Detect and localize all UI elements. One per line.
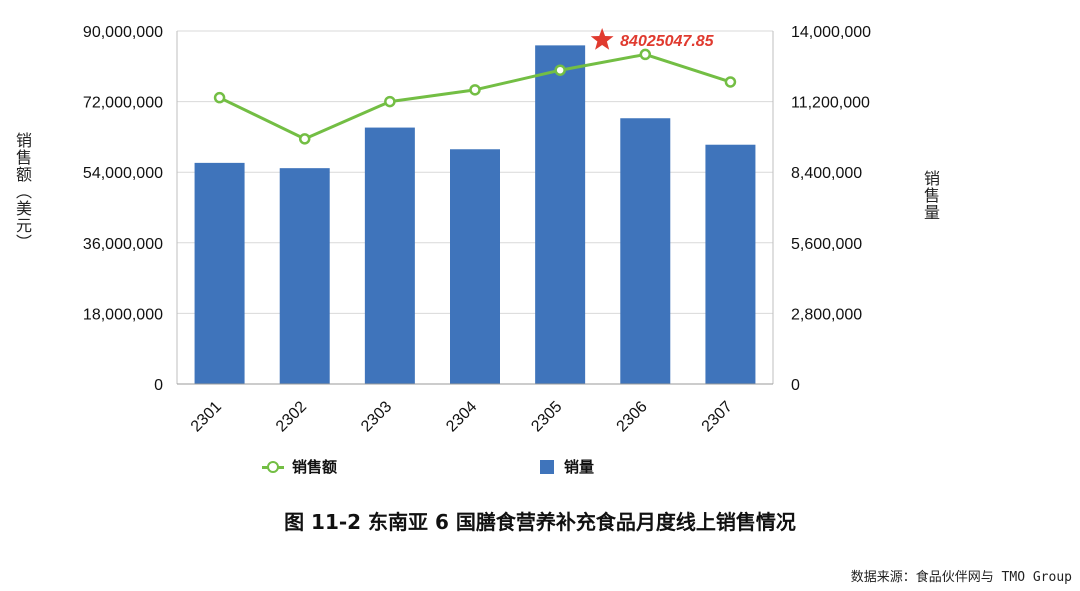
y-left-tick-label: 36,000,000 (83, 236, 163, 253)
x-tick-label: 2307 (699, 398, 736, 435)
y-right-tick-label: 0 (791, 377, 800, 394)
line-point (298, 133, 311, 145)
x-tick-label: 2305 (528, 398, 565, 435)
y-right-tick-label: 2,800,000 (791, 306, 862, 323)
x-tick-label: 2304 (443, 398, 480, 435)
line-point (469, 84, 481, 96)
max-annotation: 84025047.85 (590, 28, 715, 50)
line-point (384, 95, 396, 108)
legend-bar-icon (540, 459, 554, 474)
legend-item-bar: 销量 (540, 456, 594, 477)
bar (705, 144, 756, 384)
x-axis-ticks: 2301 2302 2303 2304 2305 2306 2307 (188, 398, 736, 435)
bar (450, 149, 500, 384)
left-axis-ticks: 0 18,000,000 36,000,000 54,000,000 72,000,00… (83, 24, 163, 394)
y-right-tick-label: 11,200,000 (791, 95, 870, 112)
x-tick-label: 2302 (273, 398, 310, 435)
bar (364, 127, 415, 385)
bar (535, 45, 586, 385)
y-right-tick-label: 14,000,000 (791, 24, 871, 41)
axes (176, 31, 774, 385)
bar (194, 162, 245, 384)
bar-series (194, 45, 756, 385)
y-left-tick-label: 0 (154, 377, 163, 394)
annotation-label: 84025047.85 (620, 33, 715, 50)
y-right-tick-label: 5,600,000 (791, 236, 862, 253)
y-axis-right-label: 销售量 (921, 170, 940, 221)
line-point (213, 91, 226, 104)
figure-caption: 图 11-2 东南亚 6 国膳食营养补充食品月度线上销售情况 (284, 510, 796, 534)
y-left-tick-label: 72,000,000 (83, 95, 163, 112)
x-tick-label: 2301 (188, 398, 225, 435)
y-left-tick-label: 90,000,000 (83, 24, 163, 41)
right-axis-ticks: 0 2,800,000 5,600,000 8,400,000 11,200,000 14… (791, 24, 871, 394)
y-left-tick-label: 18,000,000 (83, 306, 163, 323)
x-tick-label: 2306 (614, 398, 651, 435)
legend-line-label: 销售额 (292, 458, 338, 476)
legend-line-icon (262, 460, 284, 474)
y-right-tick-label: 8,400,000 (791, 165, 862, 182)
y-axis-left-label: 销售额（美元） (13, 132, 32, 251)
y-left-tick-label: 54,000,000 (83, 165, 163, 182)
line-series (213, 48, 737, 145)
legend-bar-label: 销量 (564, 458, 595, 476)
star-icon (590, 28, 614, 50)
line-point (554, 64, 566, 76)
bar (279, 168, 330, 384)
line-point (724, 76, 737, 88)
source-note: 数据来源：食品伙伴网与 TMO Group (850, 570, 1072, 585)
legend-item-line: 销售额 (262, 456, 337, 477)
bar (620, 118, 671, 385)
line-point (639, 48, 652, 61)
x-tick-label: 2303 (358, 398, 395, 435)
